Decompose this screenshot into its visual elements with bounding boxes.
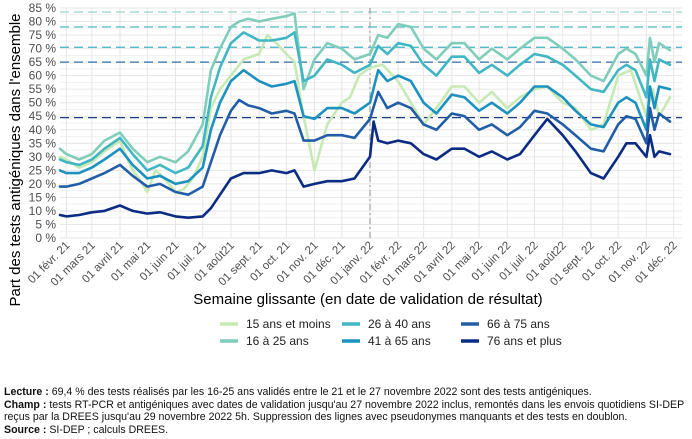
series-line-4 [58,68,672,186]
y-tick-label: 65 % [29,55,57,69]
y-tick-label: 5 % [35,217,56,231]
y-tick-label: 60 % [29,69,57,83]
y-tick-label: 15 % [29,190,57,204]
y-tick-label: 45 % [29,109,57,123]
legend-label: 15 ans et moins [246,317,331,331]
y-tick-label: 35 % [29,136,57,150]
y-axis-ticks: 0 %5 %10 %15 %20 %25 %30 %35 %40 %45 %50… [29,1,57,245]
y-axis-title: Part des tests antigéniques dans l'ensem… [7,13,24,306]
series-line-6 [58,117,672,219]
source-label: Source : [4,423,47,436]
y-tick-label: 50 % [29,96,57,110]
legend-label: 26 à 40 ans [368,317,431,331]
champ-text: tests RT-PCR et antigéniques avec dates … [4,398,685,424]
legend-label: 16 à 25 ans [246,334,309,348]
legend-label: 41 à 65 ans [368,334,431,348]
series-line-3 [58,31,672,175]
y-tick-label: 75 % [29,28,57,42]
lecture-note: Lecture : 69,4 % des tests réalisés par … [4,386,690,399]
y-tick-label: 20 % [29,177,57,191]
legend: 15 ans et moins 16 à 25 ans 26 à 40 ans 41 … [220,317,562,348]
y-tick-label: 55 % [29,82,57,96]
series-line-5 [58,90,672,196]
y-tick-label: 10 % [29,204,57,218]
x-axis-title: Semaine glissante (en date de validation… [193,291,542,308]
y-tick-label: 70 % [29,42,57,56]
lecture-label: Lecture : [4,386,49,398]
legend-label: 76 ans et plus [487,334,562,348]
series-lines [58,12,672,219]
champ-label: Champ : [4,398,47,411]
y-tick-label: 30 % [29,150,57,164]
y-tick-label: 85 % [29,1,57,15]
y-tick-label: 80 % [29,15,57,29]
notes-block: Lecture : 69,4 % des tests réalisés par … [4,386,690,436]
lecture-text: 69,4 % des tests réalisés par les 16-25 … [48,386,592,398]
series-line-1 [58,33,672,194]
champ-note: Champ : tests RT-PCR et antigéniques ave… [4,399,690,424]
y-tick-label: 40 % [29,123,57,137]
source-text: SI-DEP ; calculs DREES. [46,423,169,436]
line-chart: 0 %5 %10 %15 %20 %25 %30 %35 %40 %45 %50… [7,1,682,348]
legend-label: 66 à 75 ans [487,317,550,331]
y-tick-label: 25 % [29,163,57,177]
series-line-2 [58,12,672,164]
source-note: Source : SI-DEP ; calculs DREES. [4,424,690,437]
y-tick-label: 0 % [35,231,56,245]
